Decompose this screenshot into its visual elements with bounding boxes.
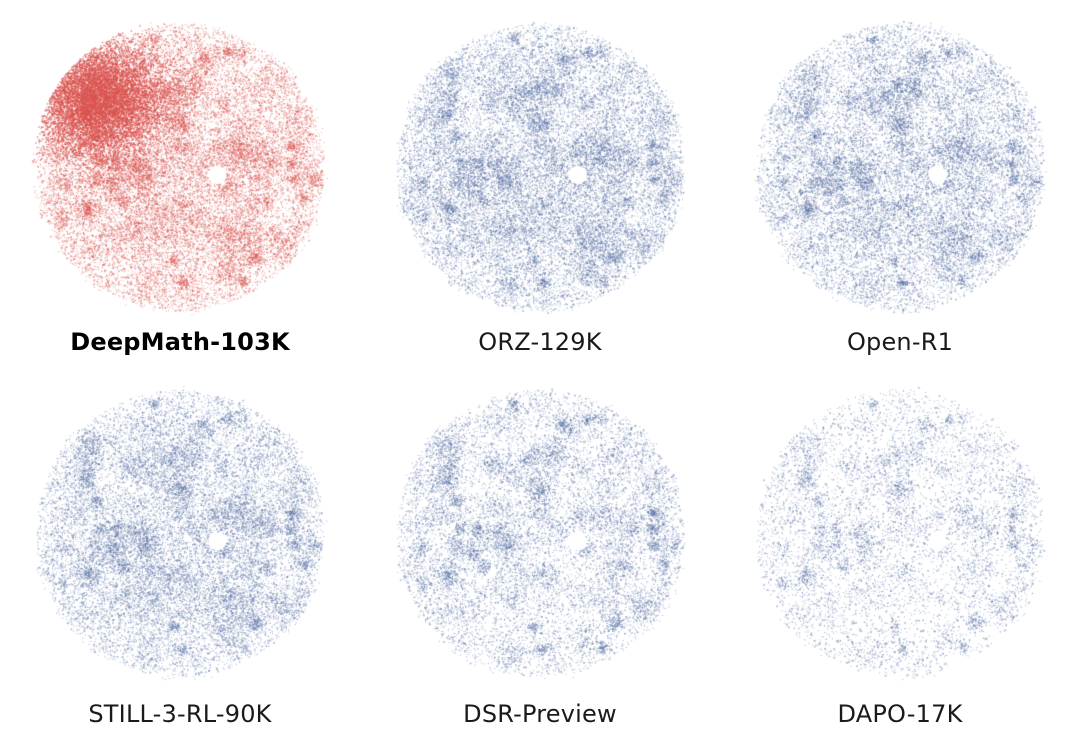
panel-title-still: STILL-3-RL-90K (88, 700, 272, 728)
scatter-cloud-dsr (360, 366, 720, 696)
panel-title-open-r1: Open-R1 (846, 328, 954, 356)
panel-deepmath: DeepMath-103K (0, 0, 360, 366)
scatter-cloud-still (0, 366, 360, 696)
panel-title-dsr: DSR-Preview (463, 700, 617, 728)
panel-still: STILL-3-RL-90K (0, 366, 360, 732)
panel-dapo: DAPO-17K (720, 366, 1080, 732)
scatter-cloud-dapo (720, 366, 1080, 696)
scatter-cloud-deepmath (0, 0, 360, 330)
panel-dsr: DSR-Preview (360, 366, 720, 732)
panel-orz: ORZ-129K (360, 0, 720, 366)
panel-title-orz: ORZ-129K (478, 328, 602, 356)
panel-title-deepmath: DeepMath-103K (70, 328, 290, 356)
scatter-cloud-open-r1 (720, 0, 1080, 330)
scatter-cloud-orz (360, 0, 720, 330)
panel-title-dapo: DAPO-17K (837, 700, 963, 728)
panel-open-r1: Open-R1 (720, 0, 1080, 366)
